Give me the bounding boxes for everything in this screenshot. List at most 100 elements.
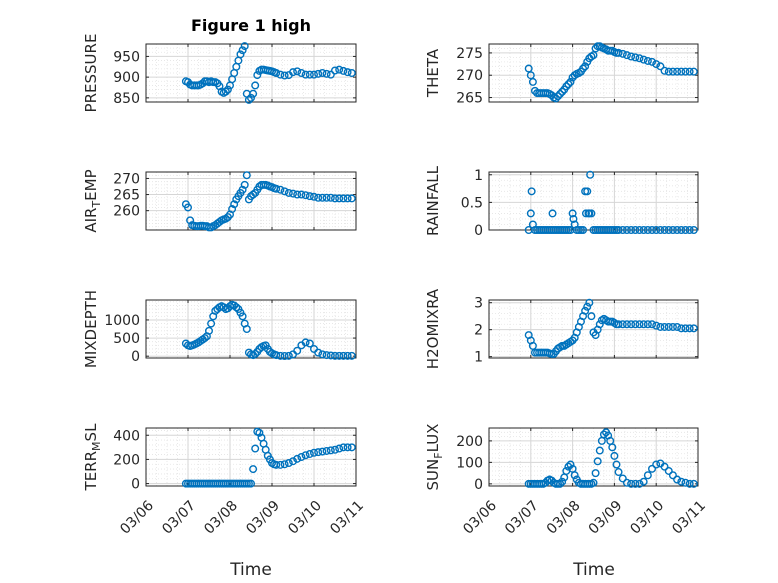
data-point <box>289 457 298 466</box>
data-point <box>204 326 213 335</box>
data-point <box>551 94 560 103</box>
data-point <box>591 469 600 478</box>
data-point <box>244 95 253 104</box>
data-point <box>293 454 302 463</box>
data-points <box>524 42 698 103</box>
data-point <box>246 93 255 102</box>
subplot-theta: 265 270 275 THETA <box>424 42 699 107</box>
data-point <box>223 85 232 94</box>
data-point <box>595 320 604 329</box>
y-tick-label: 1000 <box>104 313 140 329</box>
data-point <box>238 312 247 321</box>
data-point <box>639 55 648 64</box>
data-point <box>564 462 573 471</box>
data-point <box>652 60 661 69</box>
data-point <box>622 51 631 60</box>
data-point <box>276 351 285 360</box>
data-point <box>627 52 636 61</box>
data-point <box>526 209 535 218</box>
x-tick-label: 03/10 <box>627 498 667 538</box>
data-point <box>339 351 348 360</box>
y-axis-label: H2OMIXRA <box>424 288 442 369</box>
subplot-rainfall: 0 0.5 1 RAINFALL <box>424 165 699 239</box>
data-point <box>297 190 306 199</box>
data-point <box>272 351 281 360</box>
data-point <box>322 69 331 78</box>
data-point <box>322 351 331 360</box>
data-point <box>673 67 682 76</box>
x-tick-label: 03/07 <box>159 498 199 538</box>
x-tick-label: 03/09 <box>243 498 283 538</box>
data-point <box>568 209 577 218</box>
data-point <box>677 67 686 76</box>
data-point <box>618 474 627 483</box>
data-point <box>681 67 690 76</box>
y-tick-label: 0.5 <box>461 195 483 211</box>
data-point <box>284 351 293 360</box>
data-point <box>631 225 640 234</box>
data-point <box>297 68 306 77</box>
data-point <box>585 298 594 307</box>
data-point <box>558 87 567 96</box>
y-tick-label: 0 <box>474 477 483 493</box>
data-point <box>318 447 327 456</box>
data-point <box>685 225 694 234</box>
data-point <box>631 479 640 488</box>
data-point <box>579 225 588 234</box>
data-point <box>280 352 289 361</box>
data-point <box>579 64 588 73</box>
y-axis-label: TERRMSL <box>82 423 103 492</box>
data-points <box>181 300 356 361</box>
data-point <box>652 321 661 330</box>
y-tick-label: 3 <box>474 296 483 312</box>
data-point <box>301 451 310 460</box>
data-point <box>339 66 348 75</box>
data-point <box>238 46 247 55</box>
data-point <box>326 193 335 202</box>
data-point <box>664 225 673 234</box>
data-point <box>689 225 698 234</box>
data-point <box>272 68 281 77</box>
y-axis-label: THETA <box>424 48 442 98</box>
data-point <box>685 324 694 333</box>
data-point <box>200 334 209 343</box>
data-point <box>581 306 590 315</box>
data-point <box>314 193 323 202</box>
data-point <box>331 445 340 454</box>
data-point <box>685 67 694 76</box>
subplot-pressure: 850 900 950 PRESSURE <box>82 34 357 113</box>
data-point <box>232 303 241 312</box>
y-axis-label: PRESSURE <box>82 34 100 113</box>
data-point <box>583 187 592 196</box>
data-point <box>566 460 575 469</box>
axes-box <box>488 43 699 103</box>
data-point <box>556 89 565 98</box>
x-tick-label: 03/07 <box>502 498 542 538</box>
data-point <box>660 462 669 471</box>
data-point <box>639 477 648 486</box>
data-point <box>335 444 344 453</box>
data-point <box>310 192 319 201</box>
x-tick-label: 03/08 <box>201 498 241 538</box>
data-point <box>297 453 306 462</box>
x-tick-label: 03/08 <box>544 498 584 538</box>
data-point <box>207 319 216 328</box>
data-point <box>335 65 344 74</box>
data-point <box>331 194 340 203</box>
data-point <box>618 320 627 329</box>
data-point <box>622 320 631 329</box>
data-point <box>681 478 690 487</box>
data-point <box>318 68 327 77</box>
data-point <box>643 56 652 65</box>
data-point <box>648 320 657 329</box>
y-tick-label: 850 <box>113 91 140 107</box>
data-point <box>343 68 352 77</box>
figure-title: Figure 1 high <box>191 16 311 35</box>
data-point <box>689 67 698 76</box>
data-point <box>305 70 314 79</box>
x-tick-label: 03/11 <box>669 498 709 538</box>
axes-box <box>488 299 699 359</box>
data-point <box>564 80 573 89</box>
data-point <box>347 194 356 203</box>
